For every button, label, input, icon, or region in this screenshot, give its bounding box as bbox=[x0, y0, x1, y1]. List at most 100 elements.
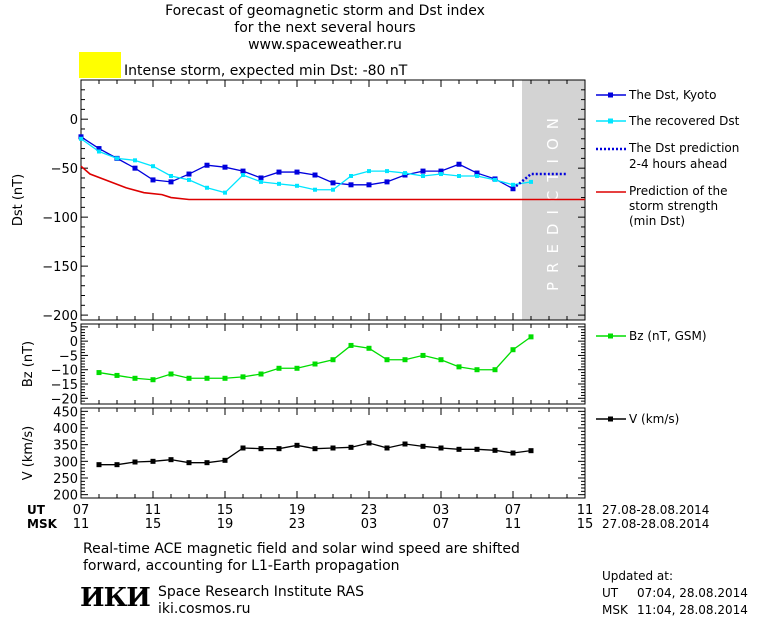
dst-kyoto-point bbox=[222, 164, 228, 170]
dst-kyoto-point bbox=[366, 182, 372, 188]
solar-wind-speed-point bbox=[456, 446, 462, 452]
solar-wind-speed-point bbox=[240, 445, 246, 451]
msk-axis-label: MSK bbox=[27, 517, 58, 531]
y-tick-label: 250 bbox=[53, 472, 78, 487]
y-tick-label: −150 bbox=[42, 260, 78, 275]
storm-alert-text: Intense storm, expected min Dst: -80 nT bbox=[124, 63, 408, 79]
v-legend-marker bbox=[608, 416, 613, 422]
solar-wind-speed-point bbox=[420, 443, 426, 449]
solar-wind-speed-point bbox=[132, 459, 138, 465]
legend-bz: Bz (nT, GSM) bbox=[629, 329, 707, 343]
dst-kyoto-point bbox=[186, 171, 192, 177]
footnote-line-2: forward, accounting for L1-Earth propaga… bbox=[83, 558, 400, 574]
dst-kyoto-point bbox=[96, 146, 102, 152]
bz-point bbox=[132, 375, 138, 381]
bz-point bbox=[528, 334, 534, 340]
storm-alert-swatch bbox=[79, 52, 121, 78]
bz-point bbox=[114, 372, 120, 378]
legend-min-dst-1: Prediction of the bbox=[629, 184, 728, 198]
legend-dst-recovered: The recovered Dst bbox=[628, 114, 740, 128]
legend-dst-prediction-1: The Dst prediction bbox=[628, 141, 739, 155]
bz-point bbox=[96, 370, 102, 376]
solar-wind-speed-point bbox=[312, 446, 318, 452]
bz-legend-marker bbox=[608, 333, 613, 339]
dst-recovered-point bbox=[79, 136, 83, 141]
bz-point bbox=[312, 361, 318, 367]
bz-point bbox=[276, 365, 282, 371]
bz-point bbox=[420, 352, 426, 358]
ut-axis-label: UT bbox=[27, 503, 46, 517]
dst-kyoto-point bbox=[168, 179, 174, 185]
solar-wind-speed-point bbox=[438, 445, 444, 451]
ut-tick-label: 11 bbox=[577, 503, 594, 518]
ut-tick-label: 19 bbox=[289, 503, 306, 518]
dst-kyoto-point bbox=[420, 168, 426, 174]
y-tick-label: −200 bbox=[42, 309, 78, 324]
y-tick-label: 200 bbox=[53, 489, 78, 504]
msk-tick-label: 23 bbox=[289, 517, 306, 532]
dst-kyoto-point bbox=[312, 172, 318, 178]
dst-kyoto-point bbox=[240, 168, 246, 174]
institute-site-link[interactable]: iki.cosmos.ru bbox=[158, 601, 251, 617]
bz-point bbox=[366, 345, 372, 351]
msk-tick-label: 15 bbox=[577, 517, 594, 532]
plot-frame bbox=[80, 323, 586, 405]
ut-tick-label: 07 bbox=[73, 503, 90, 518]
y-tick-label: 5 bbox=[70, 321, 78, 336]
updated-msk-time: 11:04, 28.08.2014 bbox=[637, 603, 748, 617]
bz-point bbox=[492, 367, 498, 373]
legend-min-dst-2: storm strength bbox=[629, 199, 718, 213]
solar-wind-speed-point bbox=[510, 450, 516, 456]
dst-recovered-point bbox=[385, 169, 389, 174]
y-tick-label: 0 bbox=[70, 113, 78, 128]
bz-point bbox=[438, 357, 444, 363]
ut-date-range: 27.08-28.08.2014 bbox=[602, 503, 709, 517]
msk-date-range: 27.08-28.08.2014 bbox=[602, 517, 709, 531]
dst-recovered-point bbox=[457, 174, 461, 178]
dst-recovered-point bbox=[223, 190, 227, 195]
dst-recovered-point bbox=[403, 171, 407, 176]
msk-tick-label: 11 bbox=[73, 517, 90, 532]
chart-title-line-3: www.spaceweather.ru bbox=[248, 37, 402, 53]
msk-tick-label: 03 bbox=[361, 517, 378, 532]
y-tick-label: −5 bbox=[59, 349, 78, 364]
dst-recovered-point bbox=[115, 156, 119, 161]
solar-wind-speed-point bbox=[150, 458, 156, 464]
dst-recovered-point bbox=[439, 172, 443, 177]
bz-point bbox=[222, 375, 228, 381]
updated-ut-time: 07:04, 28.08.2014 bbox=[637, 586, 748, 600]
solar-wind-speed-point bbox=[402, 441, 408, 447]
dst-kyoto-point bbox=[204, 162, 210, 168]
y-tick-label: 0 bbox=[70, 335, 78, 350]
dst-recovered-point bbox=[349, 174, 353, 178]
solar-wind-speed-point bbox=[204, 460, 210, 466]
solar-wind-speed-point bbox=[492, 447, 498, 453]
bz-point bbox=[240, 374, 246, 380]
dst-recovered-point bbox=[205, 185, 209, 190]
dst-kyoto-point bbox=[132, 165, 138, 171]
dst-recovered-point bbox=[367, 169, 371, 174]
bz-point bbox=[204, 375, 210, 381]
solar-wind-speed-point bbox=[186, 460, 192, 466]
updated-ut-label: UT bbox=[602, 586, 619, 600]
msk-tick-label: 19 bbox=[217, 517, 234, 532]
dst-recovered-point bbox=[295, 183, 299, 188]
dst-kyoto-point bbox=[348, 182, 354, 188]
solar-wind-speed-point bbox=[258, 446, 264, 452]
y-axis-label: Bz (nT) bbox=[21, 341, 36, 387]
bz-point bbox=[384, 357, 390, 363]
dst-recovered-point bbox=[241, 173, 245, 178]
y-tick-label: 350 bbox=[53, 439, 78, 454]
dst-recovered-legend-marker bbox=[608, 118, 613, 124]
legend-v: V (km/s) bbox=[629, 412, 679, 426]
dst-recovered-point bbox=[151, 164, 155, 169]
y-axis-label: Dst (nT) bbox=[11, 174, 26, 226]
dst-recovered-line bbox=[80, 138, 532, 194]
solar-wind-speed-point bbox=[330, 445, 336, 451]
y-tick-label: −50 bbox=[51, 162, 78, 177]
dst-recovered-point bbox=[475, 174, 479, 178]
ut-tick-label: 07 bbox=[505, 503, 522, 518]
dst-recovered-point bbox=[313, 187, 317, 192]
bz-point bbox=[348, 342, 354, 348]
bz-point bbox=[402, 357, 408, 363]
